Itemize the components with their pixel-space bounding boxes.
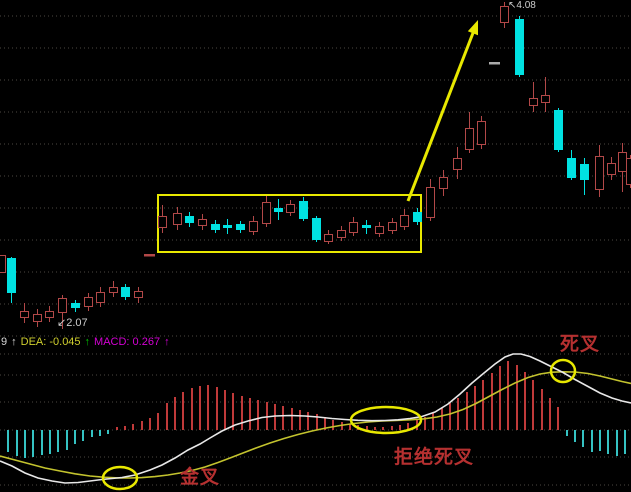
candle-bullish [618, 152, 627, 172]
candle-bullish [541, 95, 550, 103]
candle-bearish [312, 218, 321, 240]
refuse-death-cross-circle [349, 405, 423, 435]
candle-bullish [388, 222, 397, 231]
dif-line [0, 353, 631, 484]
candle-bullish [262, 202, 271, 224]
breakout-arrow-head [467, 20, 478, 36]
dea-up-arrow-icon: ↑ [84, 336, 91, 348]
candle-bearish [7, 258, 16, 293]
candle-bullish [134, 291, 143, 298]
candle-bearish [362, 225, 371, 228]
candle-bearish [554, 110, 563, 150]
candle-bullish [349, 222, 358, 233]
candle-bullish [426, 187, 435, 218]
candle-bullish [465, 128, 474, 150]
low-price-value: 2.07 [66, 317, 88, 329]
candle-bearish [71, 303, 80, 308]
dea-line [0, 370, 631, 479]
candle-bullish [249, 221, 258, 232]
macd-value: MACD: 0.267 [94, 336, 161, 348]
golden-cross-annotation: 金叉 [180, 467, 221, 488]
consolidation-highlight-box [157, 194, 422, 253]
candle-bullish [20, 311, 29, 318]
candle-bullish [96, 292, 105, 303]
breakout-arrow-shaft [406, 32, 475, 202]
candle-bearish [121, 287, 130, 297]
candle-bearish [413, 212, 422, 222]
peak-price-callout: ↖4.08 [508, 1, 536, 11]
candle-bullish [500, 6, 509, 23]
candle-bullish [400, 215, 409, 227]
candle-bullish [198, 219, 207, 226]
candle-bearish [299, 201, 308, 219]
candle-bullish [0, 255, 6, 273]
candle-bullish [453, 158, 462, 170]
candle-bullish [45, 311, 54, 318]
golden-cross-circle [101, 465, 139, 491]
candle-dash [144, 254, 155, 257]
peak-pointer-arrow-icon: ↖ [508, 0, 517, 11]
candle-bullish [158, 216, 167, 228]
candle-bearish [185, 216, 194, 223]
candle-bullish [109, 287, 118, 293]
candle-bullish [607, 163, 616, 175]
candle-bearish [580, 164, 589, 180]
candle-dash [489, 62, 500, 65]
candle-bearish [236, 224, 245, 230]
dif-up-arrow-icon: ↑ [11, 336, 17, 348]
candle-bullish [375, 226, 384, 234]
candle-bullish [477, 121, 486, 145]
dif-value-fragment: 9 [1, 336, 8, 348]
candle-bearish [515, 19, 524, 75]
candle-bullish [337, 230, 346, 238]
candle-bullish [84, 297, 93, 307]
refuse-death-cross-annotation: 拒绝死叉 [394, 447, 475, 468]
candle-bearish [223, 225, 232, 228]
candle-bullish [33, 314, 42, 322]
candle-bearish [567, 158, 576, 178]
death-cross-circle [549, 358, 577, 384]
candle-bullish [529, 98, 538, 106]
candle-bullish [324, 234, 333, 242]
candle-bullish [439, 177, 448, 189]
dea-value: DEA: -0.045 [20, 336, 81, 348]
candle-bullish [173, 213, 182, 225]
candle-bullish [286, 204, 295, 213]
death-cross-annotation: 死叉 [560, 334, 601, 355]
macd-indicator-header: 9 ↑ DEA: -0.045 ↑ MACD: 0.267 ↑ [1, 337, 174, 348]
candle-bullish [595, 156, 604, 190]
macd-up-arrow-icon: ↑ [164, 336, 170, 348]
candle-bearish [274, 208, 283, 212]
low-pointer-arrow-icon: ↙ [57, 317, 67, 329]
candle-bullish [58, 298, 67, 313]
low-price-callout: ↙2.07 [57, 318, 88, 329]
peak-price-value: 4.08 [516, 0, 536, 11]
candle-bullish [626, 158, 631, 185]
candle-bearish [211, 224, 220, 230]
